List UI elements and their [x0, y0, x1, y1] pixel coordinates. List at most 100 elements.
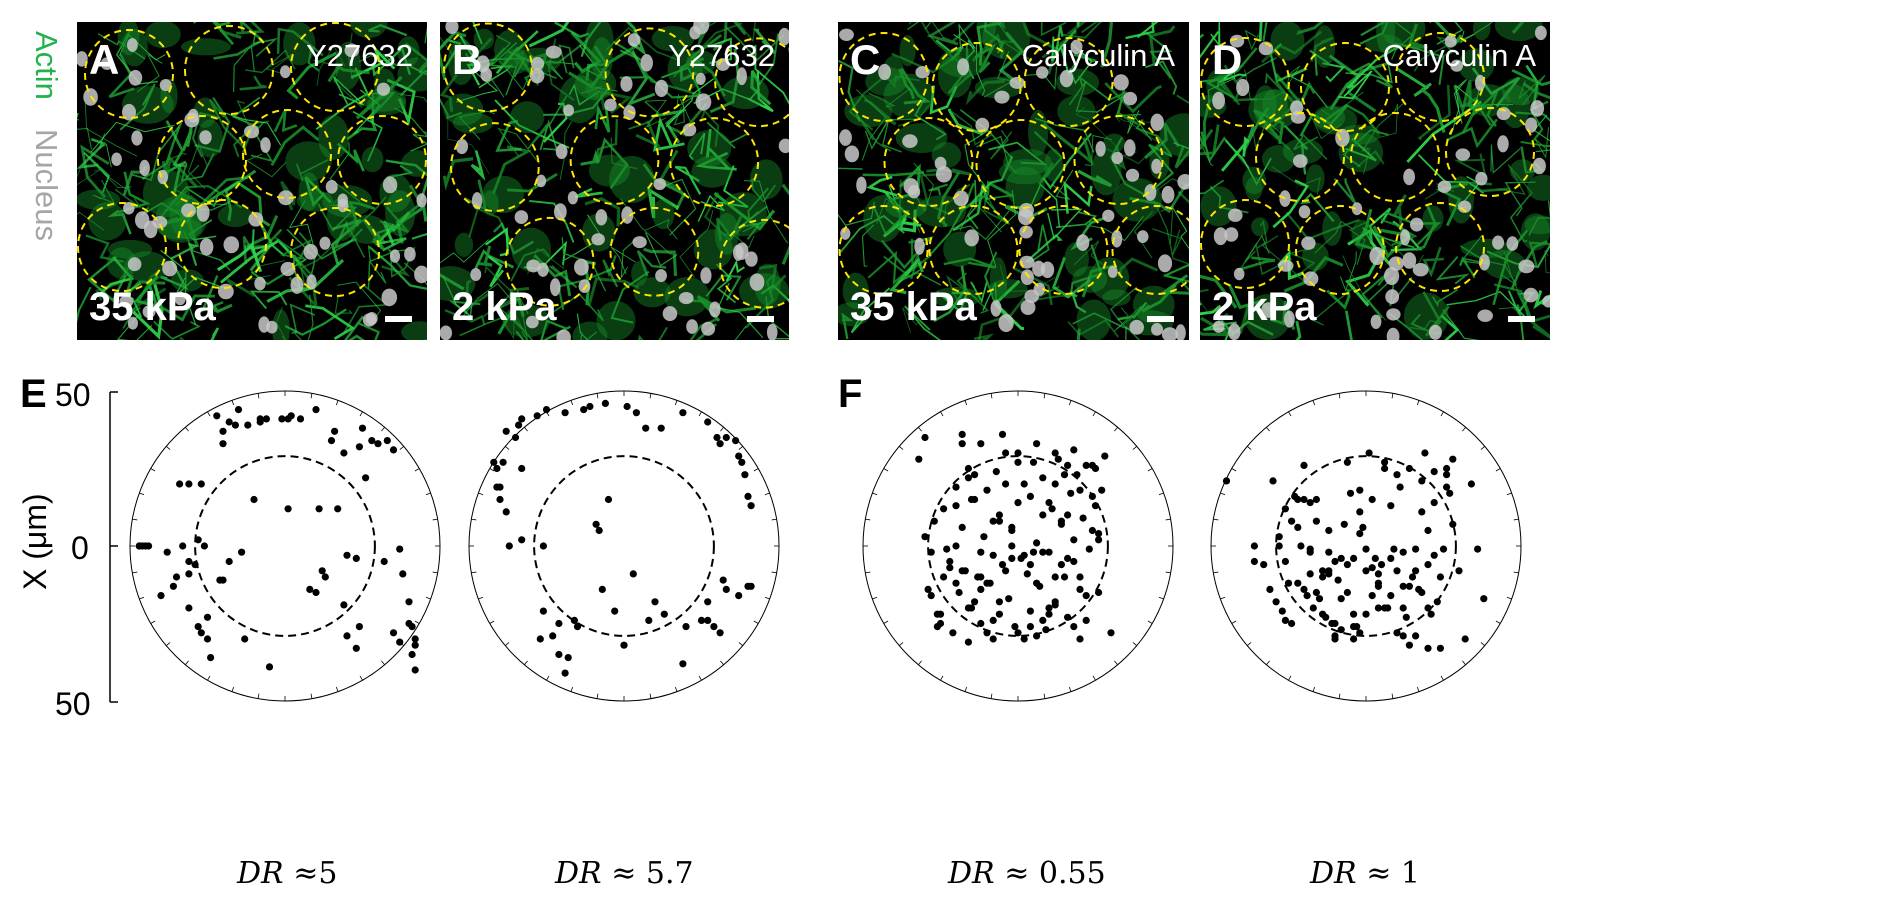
- cell-body: [494, 30, 525, 69]
- actin-filament: [169, 242, 199, 267]
- nucleus: [1059, 69, 1074, 88]
- pattern-circle: [184, 25, 274, 115]
- data-point: [355, 623, 363, 631]
- actin-filament: [1515, 111, 1550, 122]
- cell-body: [1376, 22, 1396, 55]
- cell-body: [1473, 22, 1491, 41]
- actin-filament: [477, 245, 493, 267]
- actin-filament: [1077, 169, 1113, 188]
- nucleus: [1386, 308, 1401, 321]
- cell-body: [1076, 299, 1112, 340]
- data-point: [306, 585, 314, 594]
- cell-body: [1003, 148, 1052, 176]
- cell-body: [397, 57, 427, 92]
- data-point: [642, 424, 650, 432]
- pattern-circle: [84, 29, 174, 119]
- nucleus: [578, 279, 591, 293]
- data-point: [946, 564, 954, 572]
- nucleus: [131, 130, 143, 146]
- angle-tick: [1068, 400, 1072, 406]
- data-point: [1480, 595, 1488, 603]
- nucleus: [536, 174, 547, 188]
- nucleus: [994, 90, 1010, 104]
- data-point: [539, 542, 548, 550]
- nucleus: [1020, 269, 1034, 285]
- data-point: [1014, 499, 1022, 507]
- data-point: [1387, 502, 1395, 510]
- actin-filament: [973, 333, 995, 340]
- actin-filament: [343, 284, 389, 334]
- angle-tick: [471, 571, 477, 574]
- data-point: [499, 458, 507, 466]
- nucleus: [455, 138, 469, 155]
- nucleus: [563, 104, 575, 117]
- angle-tick: [257, 393, 260, 399]
- angle-tick: [1506, 492, 1512, 496]
- nucleus: [1224, 227, 1239, 242]
- data-point: [1039, 548, 1047, 556]
- data-point: [952, 502, 960, 510]
- data-point: [1346, 489, 1355, 497]
- nucleus: [1402, 252, 1417, 269]
- cell-body: [361, 146, 384, 173]
- actin-filament: [1511, 68, 1550, 87]
- nucleus: [404, 246, 416, 262]
- actin-filament: [965, 79, 1005, 106]
- data-point: [555, 619, 563, 628]
- data-point: [1325, 548, 1333, 556]
- actin-filament: [495, 119, 522, 152]
- angle-tick: [1480, 446, 1485, 450]
- cell-body: [397, 36, 420, 67]
- cell-body: [1526, 174, 1550, 201]
- actin-filament: [1394, 42, 1445, 85]
- actin-filament: [1338, 70, 1373, 100]
- data-point: [1306, 545, 1314, 553]
- cell-body: [1270, 22, 1305, 61]
- nucleus: [376, 82, 390, 96]
- data-point: [1436, 644, 1444, 652]
- data-point: [1418, 588, 1426, 597]
- nucleus: [567, 191, 579, 205]
- data-point: [278, 415, 286, 423]
- data-point: [176, 480, 184, 488]
- actin-filament: [867, 250, 911, 286]
- data-point: [1467, 480, 1475, 488]
- actin-filament: [1271, 166, 1321, 195]
- nucleus: [260, 137, 271, 153]
- actin-filament: [982, 282, 1001, 311]
- micrograph-image: [440, 22, 789, 340]
- actin-filament: [442, 157, 474, 191]
- angle-tick: [505, 642, 510, 646]
- nucleus: [196, 203, 210, 222]
- actin-filament: [1450, 84, 1485, 135]
- angle-tick: [381, 660, 385, 665]
- cell-body: [1306, 164, 1325, 193]
- data-point: [321, 573, 329, 581]
- actin-filament: [107, 209, 132, 235]
- data-point: [1076, 585, 1084, 594]
- data-point: [1312, 495, 1320, 504]
- pattern-circle: [604, 27, 695, 118]
- cell-body: [885, 195, 928, 219]
- data-point: [645, 616, 653, 625]
- angle-tick: [1506, 596, 1512, 600]
- data-point: [992, 468, 1000, 476]
- cell-body: [631, 261, 648, 286]
- actin-filament: [651, 109, 687, 144]
- data-point: [334, 505, 342, 513]
- actin-filament: [1200, 31, 1220, 59]
- nucleus: [381, 288, 398, 307]
- nucleus: [732, 244, 744, 261]
- angle-tick: [132, 518, 138, 521]
- actin-filament: [232, 125, 254, 158]
- cell-body: [1351, 219, 1373, 250]
- nucleus: [476, 55, 490, 73]
- nucleus: [290, 276, 304, 294]
- actin-filament: [1339, 251, 1357, 292]
- data-point: [555, 650, 563, 659]
- actin-filament: [752, 28, 777, 55]
- data-point: [958, 567, 966, 575]
- figure-label-e: E: [20, 372, 47, 416]
- nucleus: [365, 312, 378, 325]
- data-point: [368, 437, 376, 445]
